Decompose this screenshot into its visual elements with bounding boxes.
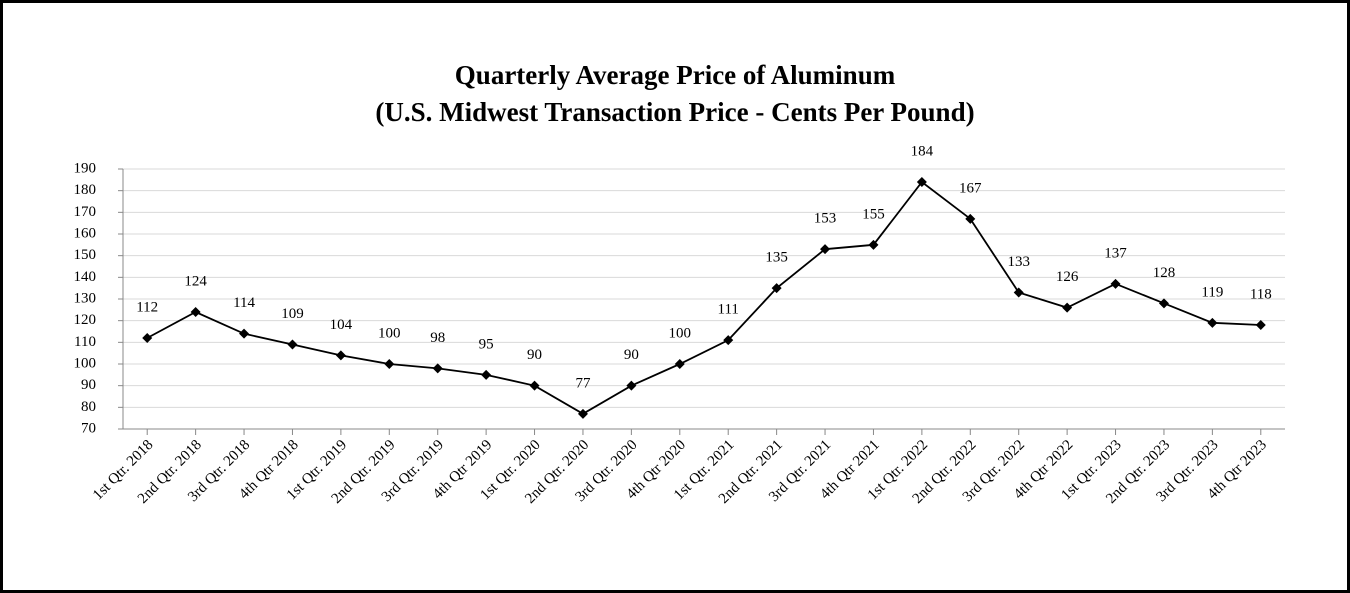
- data-label: 95: [479, 336, 494, 352]
- y-tick-label: 70: [81, 420, 96, 436]
- marker: [190, 307, 201, 317]
- data-label: 119: [1201, 284, 1223, 300]
- y-tick-label: 170: [74, 204, 97, 220]
- marker: [820, 244, 831, 255]
- y-tick-label: 110: [74, 334, 96, 350]
- data-label: 104: [330, 317, 353, 333]
- chart-subtitle: (U.S. Midwest Transaction Price - Cents …: [375, 97, 974, 127]
- marker: [432, 363, 443, 374]
- data-label: 184: [911, 143, 934, 159]
- y-tick-label: 120: [74, 312, 97, 328]
- data-label: 100: [378, 325, 401, 341]
- y-tick-label: 90: [81, 377, 96, 393]
- marker: [1013, 287, 1024, 298]
- marker: [965, 213, 976, 224]
- data-label: 133: [1007, 254, 1030, 270]
- line: [146, 180, 1261, 415]
- marker: [1158, 298, 1169, 309]
- marker: [1110, 278, 1121, 289]
- marker: [626, 380, 637, 391]
- marker: [1207, 317, 1218, 328]
- marker: [287, 339, 298, 350]
- marker: [142, 333, 153, 343]
- data-label: 128: [1153, 265, 1176, 281]
- data-label: 77: [575, 375, 591, 391]
- data-label: 109: [281, 306, 304, 322]
- data-label: 137: [1104, 245, 1127, 261]
- marker: [384, 359, 395, 369]
- data-label: 153: [814, 211, 837, 227]
- marker: [771, 283, 782, 294]
- y-tick-label: 80: [81, 399, 96, 415]
- chart-title: Quarterly Average Price of Aluminum: [455, 60, 896, 90]
- data-label: 126: [1056, 269, 1079, 285]
- marker: [1062, 302, 1073, 313]
- y-tick-label: 160: [74, 225, 97, 241]
- data-label: 100: [669, 325, 692, 341]
- marker: [674, 359, 685, 369]
- data-label: 155: [862, 206, 885, 222]
- y-tick-label: 130: [74, 290, 97, 306]
- data-label: 98: [430, 330, 445, 346]
- y-tick-label: 140: [74, 269, 97, 285]
- data-label: 167: [959, 180, 982, 196]
- y-tick-label: 190: [74, 160, 97, 176]
- marker: [723, 335, 734, 346]
- marker: [868, 239, 879, 250]
- data-label: 135: [765, 250, 788, 266]
- marker: [481, 369, 492, 380]
- y-tick-label: 150: [74, 247, 97, 263]
- data-label: 114: [233, 295, 255, 311]
- data-label: 90: [624, 347, 639, 363]
- data-label: 90: [527, 347, 542, 363]
- marker: [335, 350, 346, 361]
- marker: [239, 328, 250, 339]
- data-label: 111: [718, 302, 739, 318]
- data-label: 124: [184, 273, 207, 289]
- y-tick-label: 100: [74, 355, 97, 371]
- marker: [1255, 320, 1266, 330]
- marker: [916, 177, 927, 187]
- marker: [529, 380, 540, 391]
- marker: [577, 408, 588, 419]
- y-tick-label: 180: [74, 182, 97, 198]
- data-label: 118: [1250, 286, 1272, 302]
- data-label: 112: [136, 299, 158, 315]
